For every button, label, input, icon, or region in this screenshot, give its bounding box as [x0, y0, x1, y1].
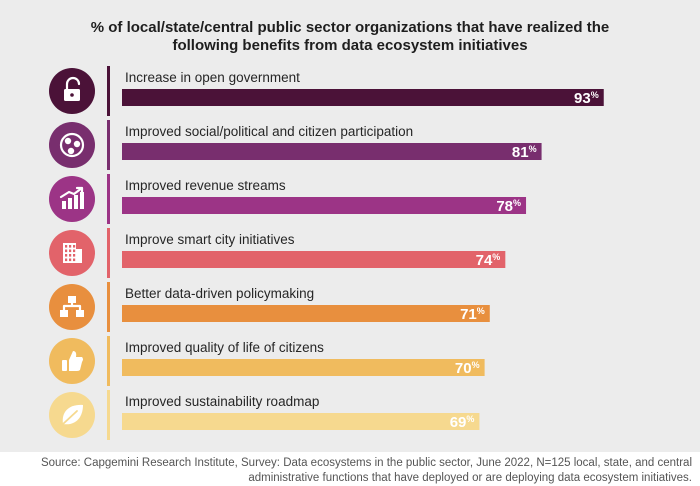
value-label: 81%: [512, 144, 537, 161]
source-line-2: administrative functions that have deplo…: [248, 472, 692, 484]
chart-panel: [0, 0, 700, 452]
unlock-icon: [49, 68, 95, 114]
category-label: Increase in open government: [125, 70, 300, 85]
bar-row: Improved sustainability roadmap 69%: [49, 390, 480, 440]
leaf-icon: [49, 392, 95, 438]
value-label: 78%: [496, 198, 521, 215]
value-label: 71%: [460, 306, 485, 323]
source-footnote: Source: Capgemini Research Institute, Su…: [0, 456, 692, 486]
policy-flowchart-icon: [49, 284, 95, 330]
chart-title-line-1: % of local/state/central public sector o…: [90, 19, 610, 36]
category-label: Improved quality of life of citizens: [125, 340, 324, 355]
thumbs-up-icon: [49, 338, 95, 384]
category-label: Improved revenue streams: [125, 178, 286, 193]
row-divider: [107, 66, 110, 116]
category-label: Better data-driven policymaking: [125, 286, 314, 301]
row-divider: [107, 120, 110, 170]
chart-title-line-2: following benefits from data ecosystem i…: [172, 37, 528, 54]
bar-chart: Increase in open government 93% Improved s…: [49, 66, 604, 440]
row-divider: [107, 228, 110, 278]
bar-row: Improved quality of life of citizens 70%: [49, 336, 485, 386]
bar-row: Improve smart city initiatives 74%: [49, 228, 506, 278]
bar: [122, 89, 604, 106]
row-divider: [107, 390, 110, 440]
revenue-growth-icon: [49, 176, 95, 222]
bar-row: Better data-driven policymaking 71%: [49, 282, 490, 332]
bar: [122, 197, 527, 214]
bar: [122, 305, 490, 322]
bar: [122, 143, 542, 160]
category-label: Improve smart city initiatives: [125, 232, 295, 247]
smart-city-building-icon: [49, 230, 95, 276]
value-label: 74%: [476, 252, 501, 269]
category-label: Improved social/political and citizen pa…: [125, 124, 413, 139]
row-divider: [107, 336, 110, 386]
bar: [122, 251, 506, 268]
row-divider: [107, 174, 110, 224]
value-label: 70%: [455, 360, 480, 377]
source-line-1: Source: Capgemini Research Institute, Su…: [40, 457, 692, 469]
bar: [122, 413, 480, 430]
value-label: 93%: [574, 90, 599, 107]
bar-row: Improved revenue streams 78%: [49, 174, 527, 224]
participation-network-icon: [49, 122, 95, 168]
bar-row: Improved social/political and citizen pa…: [49, 120, 542, 170]
bar: [122, 359, 485, 376]
bar-row: Increase in open government 93%: [49, 66, 604, 116]
value-label: 69%: [450, 414, 475, 431]
category-label: Improved sustainability roadmap: [125, 394, 319, 409]
chart-title: % of local/state/central public sector o…: [20, 19, 680, 55]
row-divider: [107, 282, 110, 332]
